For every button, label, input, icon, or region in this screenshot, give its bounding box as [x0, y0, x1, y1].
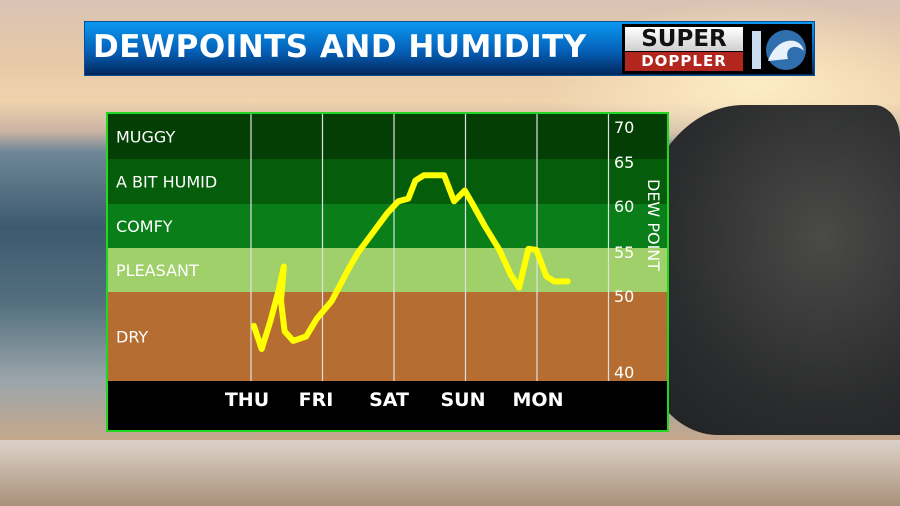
page-title: DEWPOINTS AND HUMIDITY	[93, 29, 587, 65]
y-tick-label: 65	[614, 153, 634, 172]
band-dry	[108, 292, 667, 381]
dewpoint-chart: MUGGY A BIT HUMID COMFY PLEASANT DRY 70 65 60 55…	[106, 112, 669, 432]
band-label: MUGGY	[116, 128, 176, 147]
super-doppler-10-logo: SUPER DOPPLER	[622, 24, 812, 74]
x-tick-label-sat: SAT	[369, 389, 409, 411]
chart-canvas: MUGGY A BIT HUMID COMFY PLEASANT DRY 70 65 60 55…	[108, 114, 667, 411]
band-label: PLEASANT	[116, 261, 199, 280]
logo-super: SUPER	[625, 27, 743, 51]
background-rocks	[640, 105, 900, 435]
band-label: COMFY	[116, 217, 173, 236]
y-tick-label: 50	[614, 287, 634, 306]
band-muggy	[108, 114, 667, 159]
band-label: DRY	[116, 328, 148, 347]
x-tick-label-thu: THU	[225, 389, 269, 411]
y-tick-label: 60	[614, 197, 634, 216]
logo-10-wave-icon	[752, 30, 806, 70]
y-tick-label: 70	[614, 118, 634, 137]
band-label: A BIT HUMID	[116, 173, 217, 192]
x-tick-label-fri: FRI	[299, 389, 334, 411]
background-surf	[0, 440, 900, 506]
x-tick-label-mon: MON	[513, 389, 564, 411]
band-a-bit-humid	[108, 159, 667, 204]
dewpoint-line	[250, 172, 571, 352]
x-tick-label-sun: SUN	[440, 389, 485, 411]
band-pleasant	[108, 248, 667, 292]
y-tick-label: 40	[614, 363, 634, 382]
y-axis-label: DEW POINT	[644, 179, 663, 271]
logo-doppler: DOPPLER	[625, 52, 743, 71]
y-tick-label: 55	[614, 243, 634, 262]
